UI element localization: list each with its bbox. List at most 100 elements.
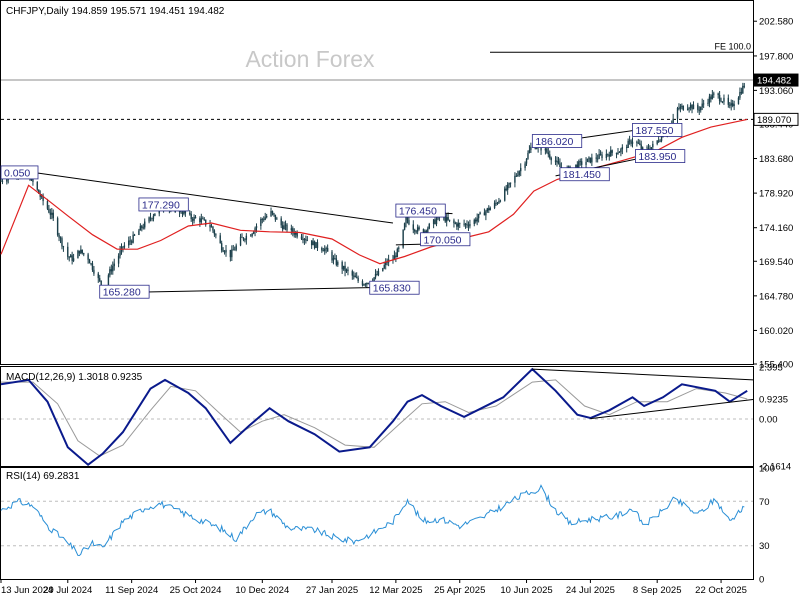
candle-body: [650, 147, 653, 151]
candle-body: [303, 239, 306, 241]
price-tag-box: [753, 112, 799, 126]
candle-body: [710, 96, 712, 100]
candle-body: [403, 223, 406, 230]
candle-body: [91, 263, 94, 270]
candle-body: [708, 96, 711, 103]
price-axis-tick-label: 178.920: [759, 189, 793, 200]
candle-body: [209, 224, 211, 228]
price-annotation-box: [369, 280, 420, 295]
candle-body: [295, 232, 297, 235]
candle-body: [81, 249, 83, 254]
candle-body: [625, 147, 628, 148]
date-axis-tick-label: 12 Mar 2025: [369, 585, 422, 596]
date-axis-tick-label: 22 Oct 2025: [695, 585, 747, 596]
candle-body: [204, 219, 207, 225]
candle-body: [576, 164, 579, 169]
price-axis-tick-label: 193.060: [759, 86, 793, 97]
candle-body: [364, 284, 367, 286]
candle-body: [0, 180, 2, 182]
macd-plot: [0, 367, 754, 466]
candle-body: [585, 161, 587, 165]
candle-body: [239, 236, 242, 246]
candle-body: [701, 103, 703, 107]
candle-body: [271, 211, 274, 214]
rsi-axis-tick-label: 70: [759, 497, 770, 508]
candle-body: [467, 225, 470, 227]
candle-body: [682, 105, 685, 110]
candle-body: [631, 141, 634, 144]
candle-body: [87, 254, 89, 260]
candle-body: [242, 237, 245, 240]
candle-body: [483, 212, 486, 216]
candle-body: [393, 255, 396, 261]
price-annotation-label: 183.950: [638, 151, 676, 163]
candle-body: [300, 236, 303, 239]
candle-body: [459, 223, 461, 225]
candle-body: [588, 157, 590, 159]
candle-body: [646, 147, 648, 149]
candle-body: [273, 213, 275, 215]
candle-body: [557, 160, 560, 164]
candle-body: [479, 212, 481, 214]
candle-body: [517, 175, 519, 176]
candle-body: [546, 148, 548, 153]
candle-body: [191, 219, 194, 221]
candle-body: [183, 210, 185, 214]
candle-body: [723, 97, 725, 102]
macd-panel-label: MACD(12,26,9) 1.3018 0.9235: [6, 372, 143, 383]
price-annotation-label: 170.050: [424, 234, 462, 246]
date-axis-tick-label: 27 Jan 2025: [306, 585, 358, 596]
candle-body: [730, 103, 732, 106]
candle-body: [554, 160, 557, 163]
candle-body: [729, 104, 731, 106]
candle-body: [547, 152, 550, 155]
candle-body: [448, 219, 451, 221]
candle-body: [382, 268, 384, 272]
candle-body: [274, 214, 277, 220]
candle-body: [509, 182, 512, 184]
candle-body: [144, 221, 146, 228]
candle-body: [112, 266, 114, 272]
candle-body: [697, 104, 699, 110]
candle-body: [488, 208, 490, 211]
candle-body: [321, 247, 323, 251]
candle-body: [444, 216, 446, 222]
candle-body: [312, 241, 314, 246]
candle-body: [46, 201, 49, 209]
candle-body: [107, 275, 110, 286]
candle-body: [373, 277, 375, 282]
candle-body: [525, 158, 528, 164]
candle-body: [591, 157, 593, 163]
candle-body: [414, 229, 416, 232]
price-annotation-box: [138, 197, 189, 212]
candle-body: [412, 224, 414, 230]
candle-body: [200, 218, 203, 223]
candle-body: [234, 249, 236, 251]
candle-body: [6, 179, 8, 182]
candle-body: [296, 232, 298, 237]
candle-body: [366, 282, 368, 285]
candle-body: [132, 234, 134, 243]
candle-body: [325, 248, 327, 249]
candle-body: [621, 147, 624, 150]
macd-signal-line: [1, 379, 748, 457]
candle-body: [334, 258, 336, 259]
candle-body: [83, 253, 85, 255]
candle-body: [252, 232, 255, 234]
candle-body: [284, 224, 287, 226]
price-annotation-box: [99, 284, 150, 299]
macd-trendline: [532, 368, 754, 381]
macd-line: [0, 367, 748, 466]
candle-body: [530, 146, 532, 150]
candle-body: [396, 248, 399, 258]
price-axis-tick-label: 174.160: [759, 223, 793, 234]
candle-body: [589, 157, 592, 163]
candle-body: [485, 211, 487, 216]
candle-body: [351, 271, 354, 276]
candle-body: [264, 217, 266, 220]
candle-body: [454, 223, 457, 224]
candle-body: [515, 175, 518, 177]
candle-body: [51, 212, 53, 215]
candle-body: [36, 181, 38, 190]
candle-body: [386, 261, 388, 263]
